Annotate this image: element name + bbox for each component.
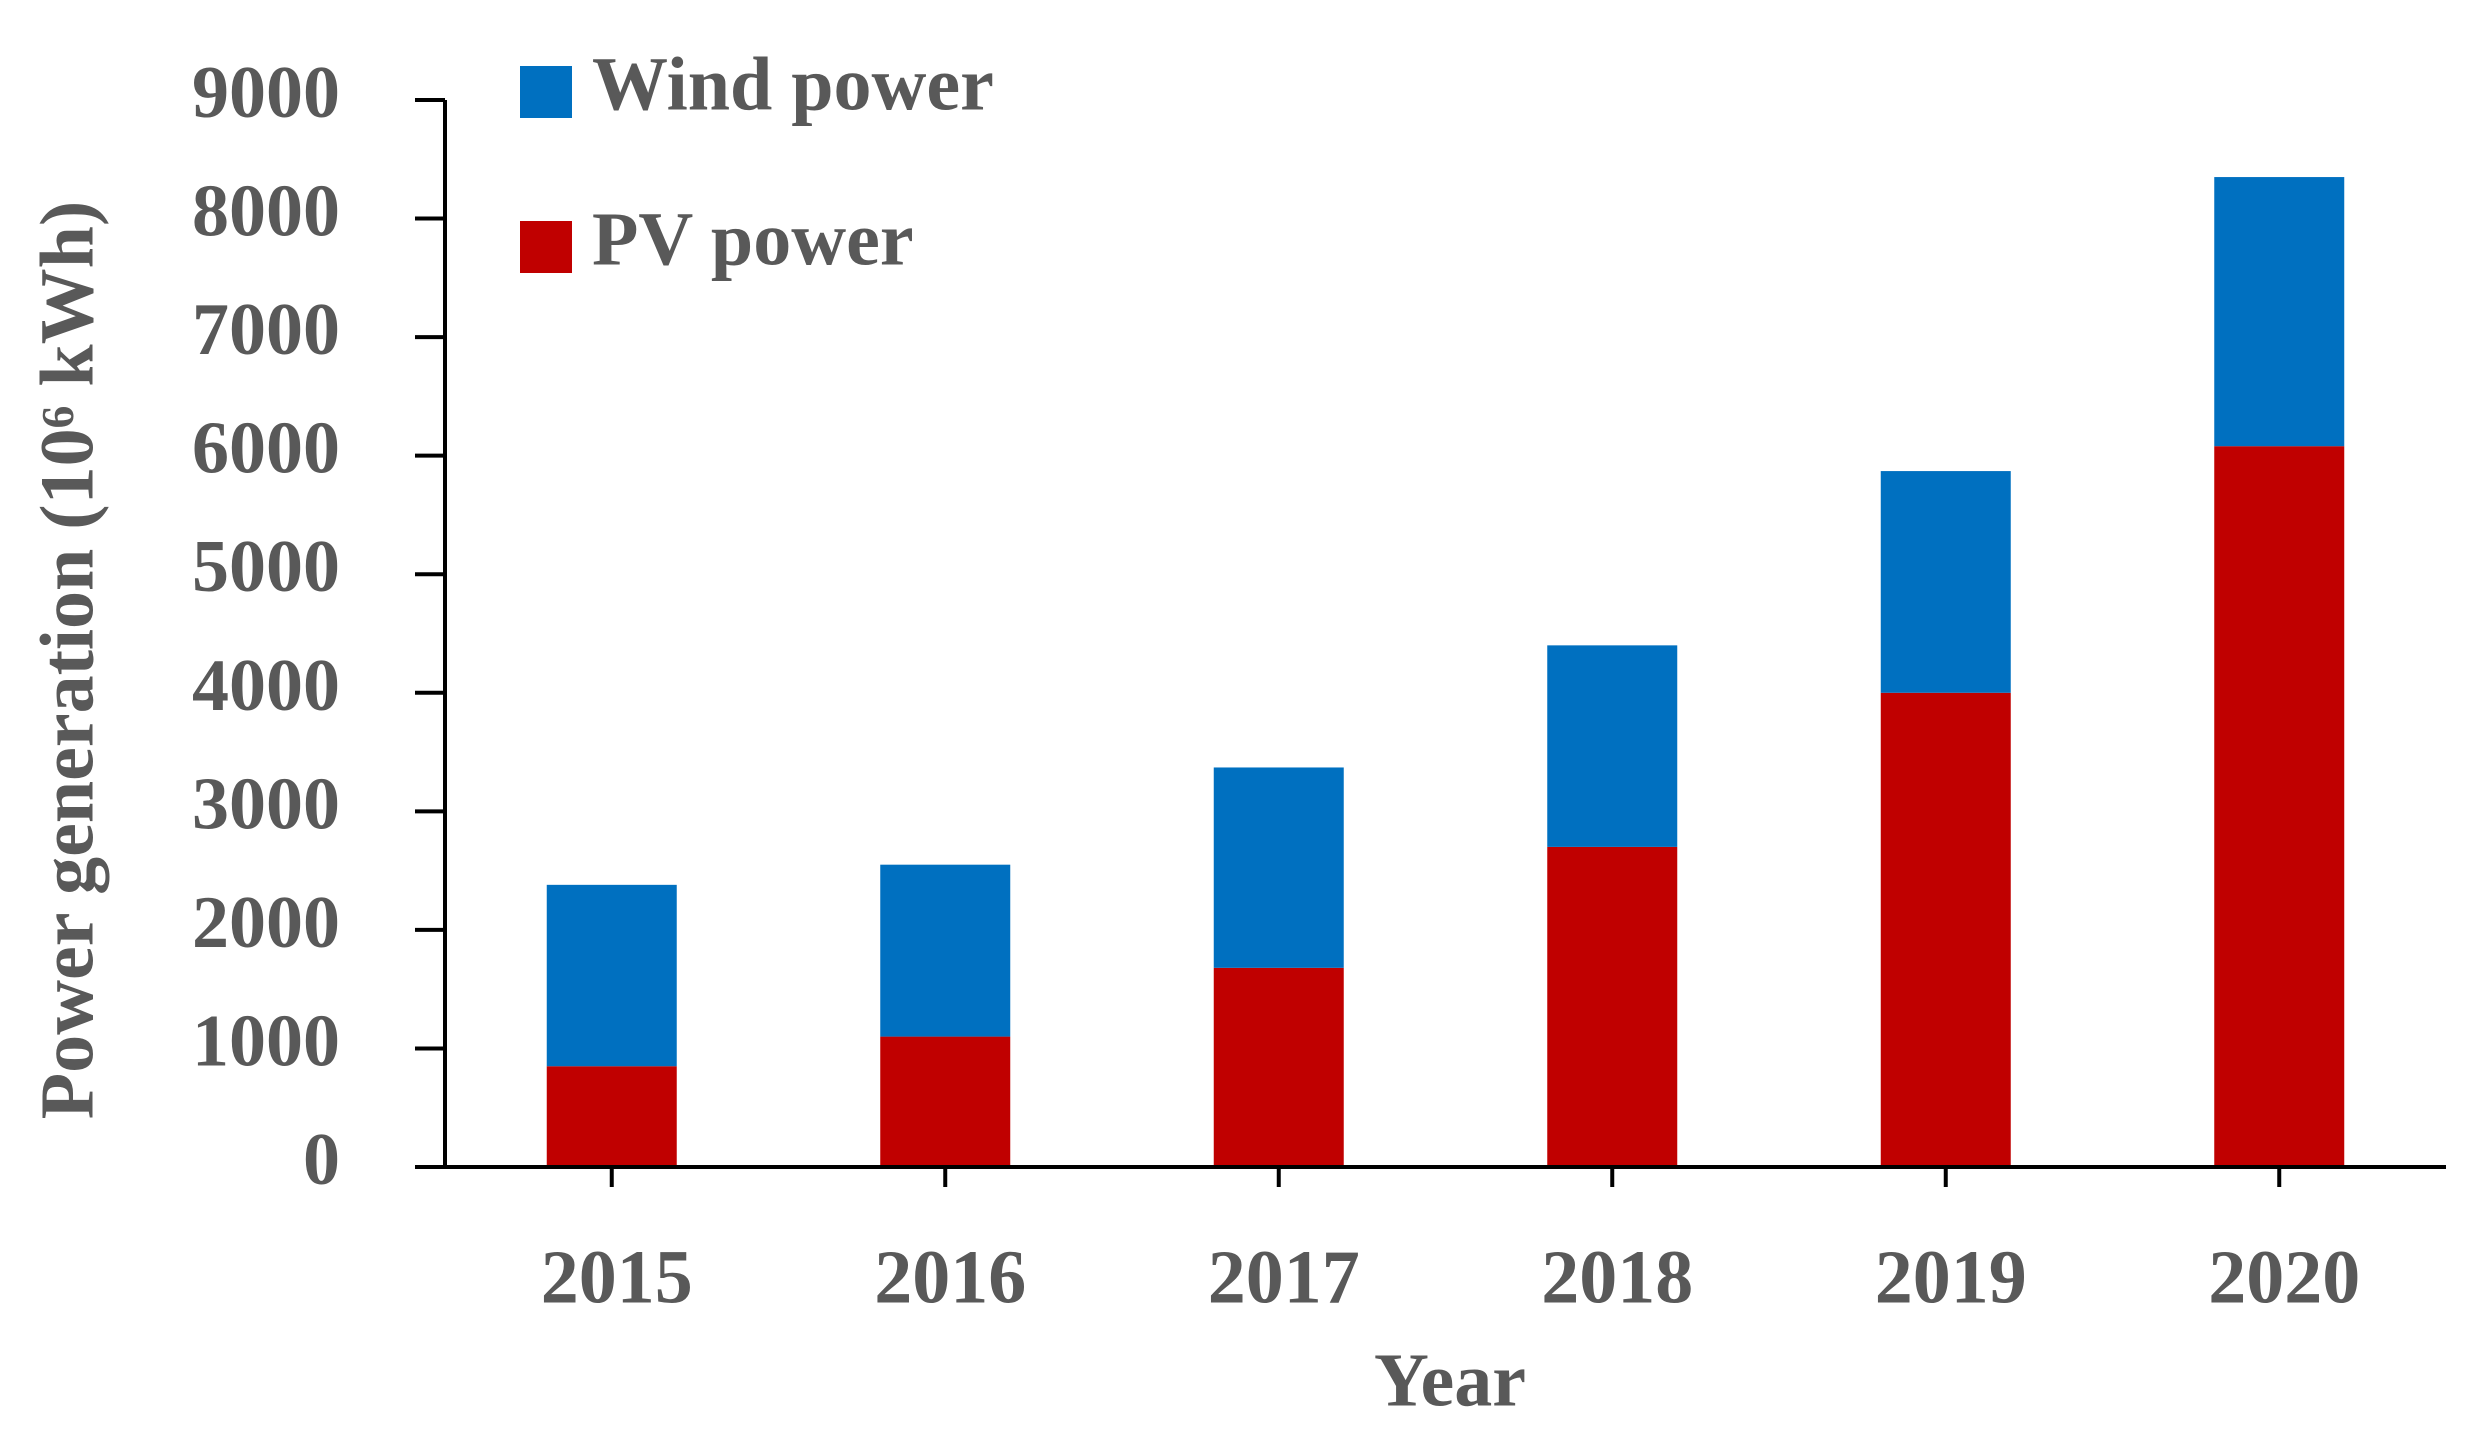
legend-label: Wind power xyxy=(592,42,994,126)
y-axis-label: Power generation (10⁶ kWh) xyxy=(25,201,109,1120)
bar-segment xyxy=(2214,446,2345,1167)
y-tick-label: 3000 xyxy=(192,763,340,845)
bar-segment xyxy=(546,1066,677,1167)
y-tick-label: 4000 xyxy=(192,645,340,727)
x-tick-label: 2017 xyxy=(1208,1235,1360,1319)
x-tick-label: 2019 xyxy=(1875,1235,2027,1319)
bar-segment xyxy=(1547,645,1678,847)
x-axis-label: Year xyxy=(1374,1338,1526,1422)
x-tick-label: 2018 xyxy=(1541,1235,1693,1319)
y-tick-label: 8000 xyxy=(192,171,340,253)
y-tick-label: 7000 xyxy=(192,289,340,371)
bar-segment xyxy=(1547,846,1678,1167)
x-tick-label: 2015 xyxy=(541,1235,693,1319)
x-tick-label: 2020 xyxy=(2208,1235,2360,1319)
legend-label: PV power xyxy=(592,197,914,281)
bar-segment xyxy=(2214,177,2345,447)
bar-segment xyxy=(1213,767,1344,968)
y-tick-label: 9000 xyxy=(192,52,340,134)
y-tick-label: 1000 xyxy=(192,1000,340,1082)
bar-segment xyxy=(1213,967,1344,1167)
legend-swatch xyxy=(520,66,572,118)
y-tick-label: 5000 xyxy=(192,526,340,608)
legend-swatch xyxy=(520,221,572,273)
x-tick-label: 2016 xyxy=(874,1235,1026,1319)
bar-segment xyxy=(880,864,1011,1037)
bar-segment xyxy=(1880,471,2011,693)
y-tick-label: 2000 xyxy=(192,882,340,964)
y-tick-label: 6000 xyxy=(192,408,340,490)
bar-segment xyxy=(546,884,677,1067)
bar-segment xyxy=(880,1036,1011,1167)
y-tick-label: 0 xyxy=(303,1119,340,1201)
bar-segment xyxy=(1880,692,2011,1167)
